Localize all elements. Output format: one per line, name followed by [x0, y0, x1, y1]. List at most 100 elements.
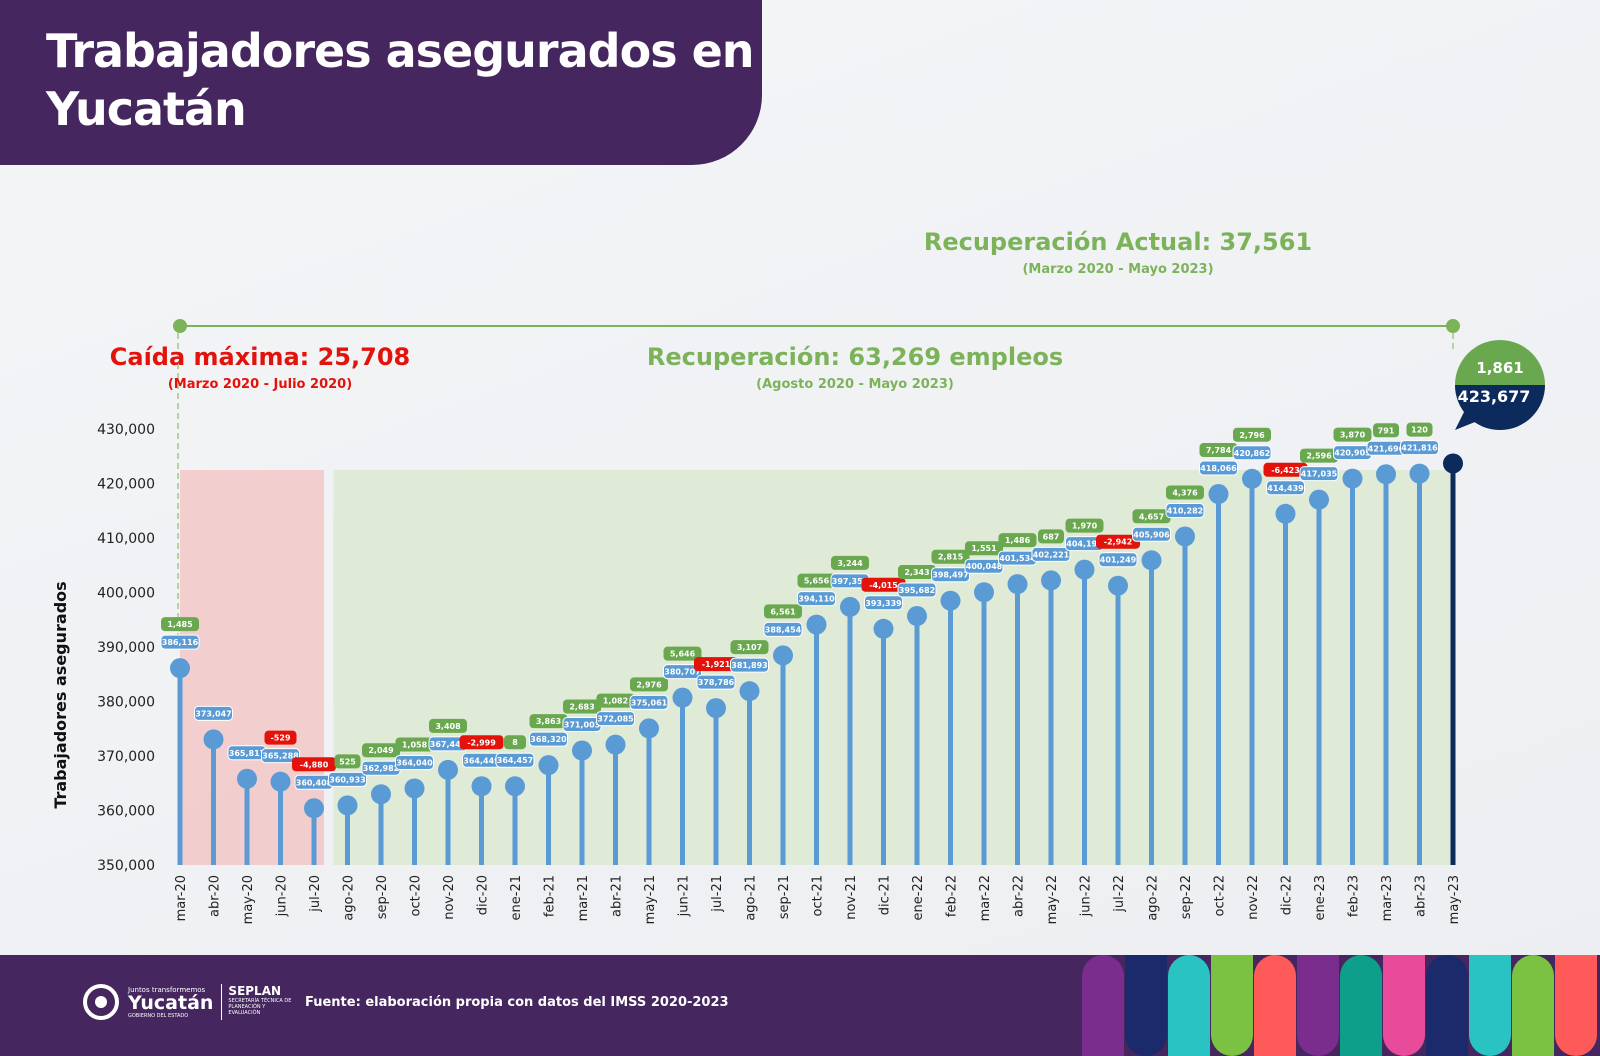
value-label: 386,116	[162, 638, 199, 647]
lollipop-dot	[304, 798, 324, 819]
x-tick-label: abr-22	[1012, 875, 1027, 917]
y-axis-label: Trabajadores asegurados	[51, 581, 70, 808]
change-label-box	[1166, 485, 1204, 500]
value-label: 410,282	[1167, 506, 1203, 515]
x-tick-label: may-20	[241, 875, 256, 924]
value-label: 364,040	[396, 758, 433, 767]
change-label-box	[264, 730, 297, 745]
x-tick-label: ago-21	[744, 875, 759, 921]
change-label: 2,815	[938, 553, 964, 562]
change-label-box	[861, 577, 906, 592]
lollipop-dot	[572, 740, 592, 761]
latest-value-bubble: 1,861 423,677	[1455, 340, 1545, 430]
x-tick-label: sep-22	[1179, 875, 1194, 919]
value-label-box	[160, 634, 200, 650]
value-label: 364,449	[463, 756, 500, 765]
x-tick-label: oct-20	[409, 875, 424, 916]
y-tick-label: 390,000	[97, 640, 155, 656]
lollipop-dot	[1175, 526, 1195, 547]
x-tick-label: mar-20	[174, 875, 189, 921]
span-end-marker	[1446, 319, 1460, 333]
logo-tagline: Juntos transformemos	[128, 985, 206, 994]
lollipop-dot	[1342, 468, 1363, 489]
value-label: 401,534	[999, 554, 1036, 563]
decorative-tile	[1469, 955, 1511, 1056]
value-label: 404,191	[1066, 540, 1103, 549]
change-label: 3,244	[837, 559, 863, 568]
value-label: 372,085	[597, 715, 634, 724]
value-label: 400,048	[966, 562, 1003, 571]
change-label-box	[1096, 534, 1140, 549]
value-label: 360,933	[329, 775, 365, 784]
change-label: -4,015	[869, 581, 898, 590]
value-label: 375,061	[631, 698, 668, 707]
value-label-box	[1232, 445, 1272, 461]
lollipop-dot	[940, 590, 961, 611]
value-label: 360,408	[296, 778, 333, 787]
change-label-box	[730, 640, 769, 655]
yucatan-logo: Juntos transformemos Yucatán GOBIERNO DE…	[82, 983, 298, 1021]
value-label: 421,816	[1401, 444, 1438, 453]
lollipop-dot	[1041, 570, 1061, 591]
change-label-box	[1406, 422, 1433, 437]
change-label-box	[630, 677, 668, 692]
value-label-box	[261, 748, 300, 764]
x-tick-label: feb-22	[945, 875, 960, 917]
decorative-tile	[1555, 955, 1597, 1056]
lollipop-dot	[1108, 575, 1128, 596]
change-label-box	[1333, 427, 1372, 442]
value-label: 398,497	[932, 571, 968, 580]
change-label-box	[459, 735, 504, 750]
change-label-box	[764, 604, 802, 619]
latest-change-label: 1,861	[1476, 359, 1523, 377]
change-label: 1,058	[402, 740, 428, 749]
value-label-box	[763, 621, 803, 637]
value-label: 380,707	[664, 668, 700, 677]
x-tick-label: jun-21	[677, 875, 692, 917]
seplan-name: SEPLAN	[228, 984, 282, 998]
value-label: 394,110	[798, 595, 835, 604]
page-title: Trabajadores asegurados en Yucatán	[46, 24, 755, 136]
x-tick-label: dic-22	[1280, 875, 1295, 915]
seplan-sub: SECRETARÍA TÉCNICA DE PLANEACIÓN Y EVALU…	[228, 998, 292, 1016]
y-tick-label: 430,000	[97, 422, 155, 438]
change-label-box	[694, 657, 738, 672]
lollipop-dot	[270, 771, 291, 792]
change-label: 2,049	[368, 746, 394, 755]
x-tick-label: ago-20	[342, 875, 357, 921]
value-label: 362,982	[363, 764, 399, 773]
value-label-box	[1098, 552, 1138, 568]
lollipop-dot	[1242, 468, 1262, 489]
value-label: 393,339	[865, 599, 902, 608]
value-label-box	[797, 591, 836, 607]
lollipop-dot	[538, 755, 559, 776]
y-tick-label: 370,000	[97, 749, 155, 765]
span-start-marker	[173, 319, 187, 333]
change-label: 1,551	[971, 544, 997, 553]
change-label: 3,107	[737, 643, 762, 652]
change-label-box	[1263, 462, 1308, 477]
value-label-box	[1031, 546, 1071, 562]
value-label: 368,320	[530, 735, 567, 744]
recovery-label: Recuperación: 63,269 empleos	[647, 343, 1063, 371]
change-label: 525	[339, 757, 356, 766]
lollipop-dot	[438, 759, 458, 780]
value-label: 418,066	[1200, 464, 1237, 473]
y-tick-label: 410,000	[97, 531, 155, 547]
value-label: 381,893	[731, 661, 767, 670]
change-label-box	[563, 699, 601, 714]
change-label-box	[965, 541, 1003, 556]
change-label-box	[1199, 443, 1238, 458]
x-tick-label: may-22	[1045, 875, 1060, 924]
lollipop-dot	[1275, 503, 1296, 524]
change-label: -4,880	[300, 760, 329, 769]
lollipop-dot	[1007, 574, 1028, 595]
recovery-zone	[333, 470, 1453, 865]
value-label-box	[194, 705, 233, 721]
change-label: 3,408	[435, 722, 461, 731]
value-label: 414,439	[1267, 484, 1304, 493]
value-label-box	[1400, 440, 1439, 456]
change-label: 1,486	[1005, 536, 1031, 545]
decorative-tile	[1340, 955, 1382, 1056]
change-label: 2,976	[636, 680, 662, 689]
